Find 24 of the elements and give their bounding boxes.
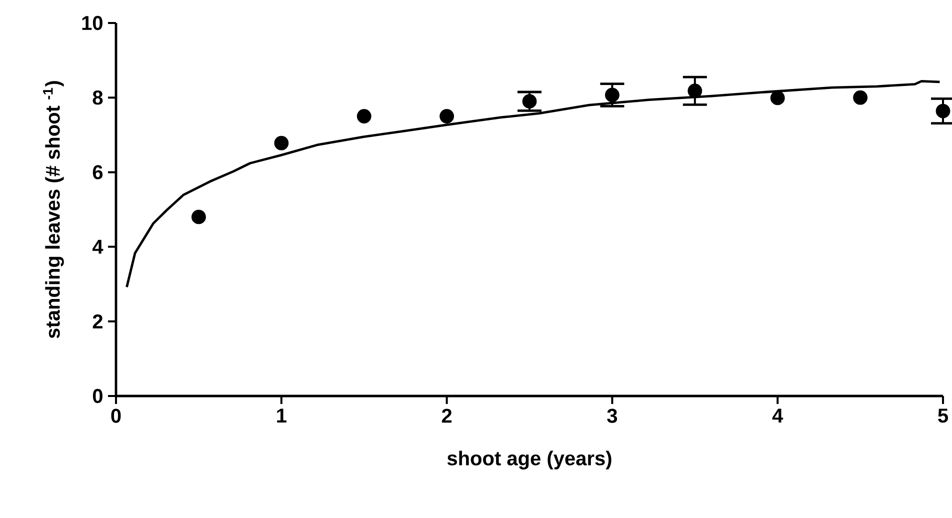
y-tick-label: 6 xyxy=(92,165,103,180)
x-tick-label: 1 xyxy=(277,408,286,422)
point xyxy=(770,90,785,106)
y-axis-title: standing leaves (# shoot $^{-1}$) xyxy=(43,81,64,338)
point xyxy=(853,90,868,105)
y-tick-label: 10 xyxy=(82,16,102,30)
point xyxy=(522,94,537,109)
x-tick-label: 0 xyxy=(111,408,121,423)
x-tick-label: 2 xyxy=(442,408,452,423)
x-axis-title: shoot age (years) xyxy=(447,450,612,470)
y-tick-label: 0 xyxy=(92,388,102,404)
line-series xyxy=(126,80,941,288)
point xyxy=(440,109,454,124)
x-tick-label: 4 xyxy=(772,408,784,422)
point xyxy=(688,84,702,98)
point xyxy=(274,136,289,150)
y-tick-label: 2 xyxy=(92,314,102,328)
x-tick-label: 5 xyxy=(938,408,948,423)
y-tick-label: 4 xyxy=(92,240,104,254)
point xyxy=(605,88,620,102)
point xyxy=(356,109,372,124)
point xyxy=(192,210,206,224)
y-tick-label: 8 xyxy=(92,90,103,105)
x-tick-label: 3 xyxy=(607,408,618,423)
